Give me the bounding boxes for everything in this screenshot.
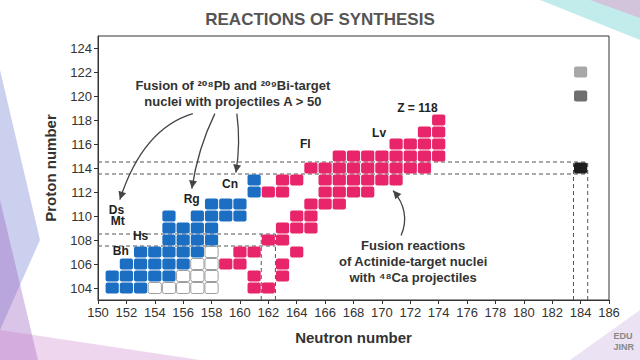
svg-text:108: 108 <box>70 233 92 248</box>
svg-text:170: 170 <box>371 305 393 320</box>
svg-text:184: 184 <box>570 305 592 320</box>
svg-text:118: 118 <box>71 113 92 128</box>
svg-text:Neutron number: Neutron number <box>295 329 412 346</box>
svg-text:164: 164 <box>286 305 308 320</box>
svg-text:Cn: Cn <box>222 177 238 191</box>
svg-text:Fl: Fl <box>300 137 311 151</box>
svg-text:186: 186 <box>598 305 620 320</box>
svg-text:Z = 118: Z = 118 <box>397 101 438 115</box>
svg-text:162: 162 <box>257 305 279 320</box>
svg-text:114: 114 <box>71 161 92 176</box>
svg-text:152: 152 <box>116 305 138 320</box>
svg-text:180: 180 <box>513 305 535 320</box>
svg-text:122: 122 <box>70 65 92 80</box>
svg-text:182: 182 <box>541 305 563 320</box>
svg-text:112: 112 <box>71 185 92 200</box>
svg-text:154: 154 <box>144 305 166 320</box>
svg-text:Proton number: Proton number <box>42 114 59 222</box>
svg-text:nuclei with projectiles A > 50: nuclei with projectiles A > 50 <box>144 94 321 109</box>
svg-text:116: 116 <box>71 137 92 152</box>
svg-text:104: 104 <box>70 281 92 296</box>
svg-text:JINR: JINR <box>613 342 634 352</box>
svg-text:156: 156 <box>172 305 194 320</box>
svg-text:Fusion reactions: Fusion reactions <box>361 238 465 253</box>
svg-text:168: 168 <box>343 305 365 320</box>
svg-text:124: 124 <box>70 41 92 56</box>
svg-text:Lv: Lv <box>372 126 386 140</box>
svg-text:with ⁴⁸Ca projectiles: with ⁴⁸Ca projectiles <box>348 270 476 285</box>
svg-text:178: 178 <box>485 305 507 320</box>
svg-text:106: 106 <box>70 257 92 272</box>
svg-text:Bh: Bh <box>113 244 129 258</box>
svg-text:Mt: Mt <box>110 213 125 228</box>
svg-text:158: 158 <box>201 305 223 320</box>
svg-text:Hs: Hs <box>133 229 149 243</box>
svg-text:REACTIONS OF SYNTHESIS: REACTIONS OF SYNTHESIS <box>205 10 435 29</box>
svg-text:166: 166 <box>314 305 336 320</box>
svg-text:160: 160 <box>229 305 251 320</box>
svg-text:172: 172 <box>399 305 421 320</box>
svg-text:EDU: EDU <box>613 331 632 341</box>
svg-text:Ds: Ds <box>109 203 125 217</box>
svg-text:Fusion of ²⁰⁸Pb and ²⁰⁹Bi-targ: Fusion of ²⁰⁸Pb and ²⁰⁹Bi-target <box>135 78 331 93</box>
svg-text:176: 176 <box>456 305 478 320</box>
svg-text:110: 110 <box>71 209 92 224</box>
svg-text:of Actinide-target nuclei: of Actinide-target nuclei <box>339 254 487 269</box>
svg-text:150: 150 <box>87 305 109 320</box>
svg-text:120: 120 <box>70 89 92 104</box>
svg-text:Rg: Rg <box>184 192 200 206</box>
svg-text:174: 174 <box>428 305 450 320</box>
